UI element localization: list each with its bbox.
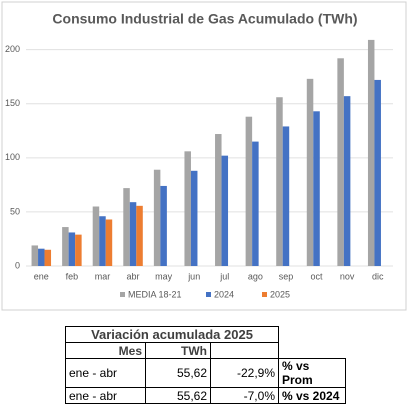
chart-title: Consumo Industrial de Gas Acumulado (TWh… — [52, 11, 357, 27]
legend-label: 2025 — [270, 289, 290, 299]
cell: 55,62 — [145, 358, 211, 388]
bar — [184, 151, 191, 266]
bar — [62, 227, 69, 266]
bar — [282, 126, 290, 266]
bar — [160, 185, 167, 266]
x-tick-label: jul — [219, 271, 229, 281]
legend-swatch — [206, 292, 211, 297]
bar — [221, 155, 229, 266]
empty-cell — [210, 342, 279, 359]
legend-swatch — [262, 292, 267, 297]
x-tick-label: feb — [66, 271, 79, 281]
y-tick-label: 0 — [15, 260, 20, 270]
bar — [374, 79, 381, 266]
bar — [75, 234, 82, 266]
table-row: ene - abr 55,62 -22,9% % vs Prom — [65, 358, 346, 388]
chart: Consumo Industrial de Gas Acumulado (TWh… — [1, 1, 407, 311]
x-tick-label: nov — [340, 271, 355, 281]
header-cell: TWh — [145, 342, 211, 359]
x-tick-label: ene — [34, 271, 49, 281]
table-row: ene - abr 55,62 -7,0% % vs 2024 — [65, 387, 346, 404]
cell: 55,62 — [145, 387, 211, 404]
x-tick-label: sep — [279, 271, 294, 281]
y-tick-label: 200 — [5, 44, 20, 54]
empty-cell — [279, 343, 346, 359]
x-tick-label: mar — [95, 271, 111, 281]
bar — [153, 169, 161, 266]
bar — [31, 245, 39, 266]
summary-table: Variación acumulada 2025 Mes TWh ene - a… — [65, 326, 346, 404]
bar — [68, 232, 76, 266]
legend-swatch — [120, 292, 125, 297]
bar — [105, 219, 113, 266]
bar — [306, 78, 314, 266]
bar — [92, 206, 100, 266]
bar — [123, 188, 130, 266]
x-tick-label: ago — [248, 271, 263, 281]
cell: -22,9% — [210, 358, 279, 388]
cell: % vs 2024 — [278, 387, 346, 404]
bar — [190, 170, 198, 266]
x-tick-label: abr — [127, 271, 140, 281]
legend-label: 2024 — [214, 289, 234, 299]
x-tick-label: jun — [187, 271, 200, 281]
y-tick-label: 150 — [5, 98, 20, 108]
bar — [99, 216, 106, 266]
bar — [337, 58, 344, 266]
table-title: Variación acumulada 2025 — [65, 326, 279, 343]
cell: % vs Prom — [278, 358, 346, 388]
bar — [129, 202, 137, 266]
bar — [343, 96, 351, 267]
bar — [136, 205, 143, 266]
cell: ene - abr — [65, 358, 146, 388]
x-tick-label: dic — [372, 271, 384, 281]
bar — [215, 134, 222, 266]
y-tick-label: 50 — [10, 206, 20, 216]
cell: -7,0% — [210, 387, 279, 404]
bar — [276, 97, 283, 267]
bar — [313, 111, 320, 266]
bar — [44, 249, 52, 266]
legend-label: MEDIA 18-21 — [128, 289, 182, 299]
x-tick-label: may — [155, 271, 173, 281]
bar — [245, 116, 253, 266]
y-tick-label: 100 — [5, 152, 20, 162]
table-header-row: Mes TWh — [65, 342, 346, 359]
empty-cell — [279, 327, 346, 343]
table-title-row: Variación acumulada 2025 — [65, 326, 346, 343]
header-cell: Mes — [65, 342, 146, 359]
bar — [252, 141, 259, 266]
cell: ene - abr — [65, 387, 146, 404]
bar — [38, 248, 45, 266]
x-tick-label: oct — [311, 271, 324, 281]
bar — [367, 39, 375, 267]
